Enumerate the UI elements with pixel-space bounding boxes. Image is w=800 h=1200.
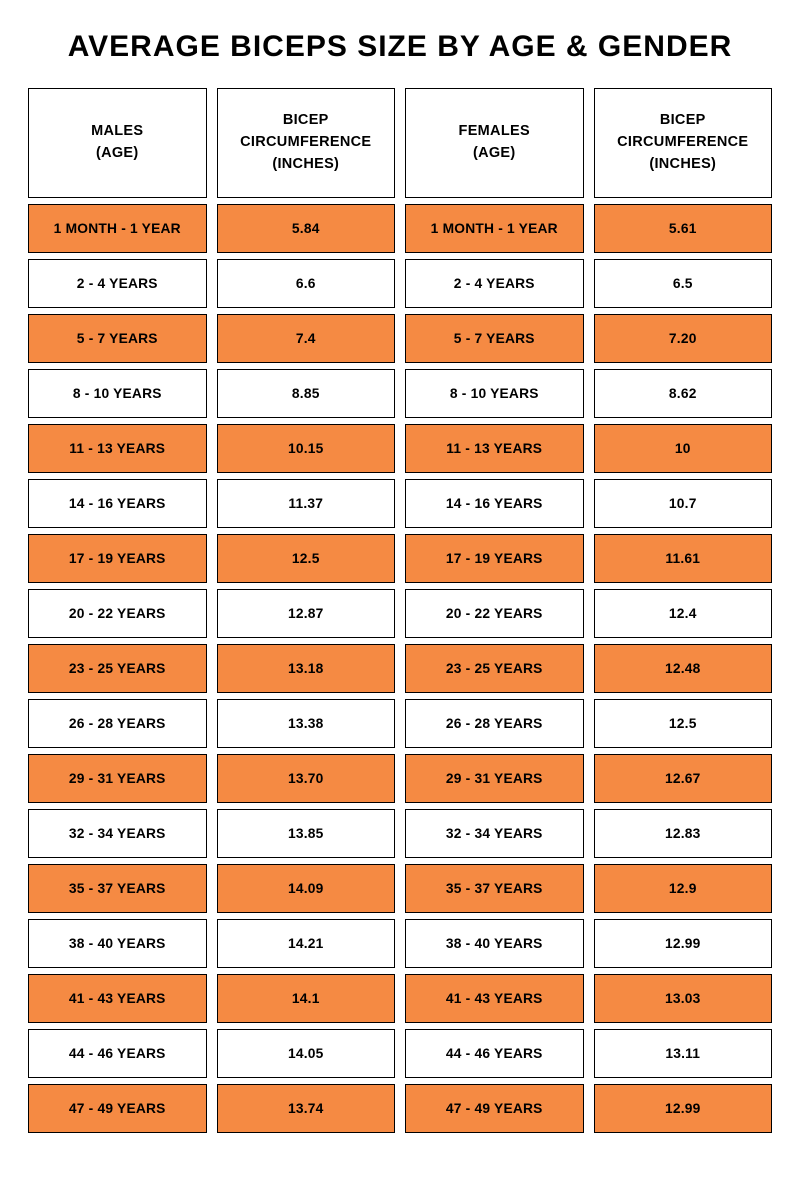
cell-male-age: 17 - 19 YEARS — [28, 534, 207, 583]
cell-female-value: 12.99 — [594, 1084, 773, 1133]
cell-female-age: 35 - 37 YEARS — [405, 864, 584, 913]
cell-male-value: 11.37 — [217, 479, 396, 528]
cell-male-age: 5 - 7 YEARS — [28, 314, 207, 363]
cell-female-value: 10.7 — [594, 479, 773, 528]
cell-female-age: 26 - 28 YEARS — [405, 699, 584, 748]
cell-female-age: 11 - 13 YEARS — [405, 424, 584, 473]
cell-female-age: 47 - 49 YEARS — [405, 1084, 584, 1133]
col-header-male-circumference: BICEP CIRCUMFERENCE (INCHES) — [217, 88, 396, 198]
cell-male-value: 13.85 — [217, 809, 396, 858]
cell-female-age: 17 - 19 YEARS — [405, 534, 584, 583]
cell-male-value: 10.15 — [217, 424, 396, 473]
cell-male-age: 11 - 13 YEARS — [28, 424, 207, 473]
cell-male-value: 13.38 — [217, 699, 396, 748]
col-header-line: BICEP — [660, 110, 706, 132]
cell-male-age: 35 - 37 YEARS — [28, 864, 207, 913]
cell-male-value: 6.6 — [217, 259, 396, 308]
cell-female-value: 6.5 — [594, 259, 773, 308]
cell-female-age: 2 - 4 YEARS — [405, 259, 584, 308]
bicep-size-table: MALES (AGE) BICEP CIRCUMFERENCE (INCHES)… — [28, 88, 772, 1133]
cell-female-value: 12.99 — [594, 919, 773, 968]
cell-male-age: 26 - 28 YEARS — [28, 699, 207, 748]
cell-female-age: 41 - 43 YEARS — [405, 974, 584, 1023]
cell-male-value: 8.85 — [217, 369, 396, 418]
col-header-line: (AGE) — [96, 143, 139, 165]
cell-female-value: 13.03 — [594, 974, 773, 1023]
cell-male-age: 23 - 25 YEARS — [28, 644, 207, 693]
cell-male-value: 12.5 — [217, 534, 396, 583]
cell-female-age: 44 - 46 YEARS — [405, 1029, 584, 1078]
col-header-line: CIRCUMFERENCE — [240, 132, 371, 154]
cell-male-value: 14.05 — [217, 1029, 396, 1078]
cell-female-value: 12.48 — [594, 644, 773, 693]
col-header-line: (AGE) — [473, 143, 516, 165]
cell-male-age: 32 - 34 YEARS — [28, 809, 207, 858]
cell-male-age: 14 - 16 YEARS — [28, 479, 207, 528]
cell-female-value: 12.4 — [594, 589, 773, 638]
cell-female-age: 38 - 40 YEARS — [405, 919, 584, 968]
col-header-line: (INCHES) — [649, 154, 716, 176]
cell-male-value: 7.4 — [217, 314, 396, 363]
col-header-line: CIRCUMFERENCE — [617, 132, 748, 154]
cell-male-age: 38 - 40 YEARS — [28, 919, 207, 968]
cell-male-age: 41 - 43 YEARS — [28, 974, 207, 1023]
cell-male-value: 5.84 — [217, 204, 396, 253]
cell-male-value: 13.74 — [217, 1084, 396, 1133]
col-header-line: FEMALES — [459, 121, 530, 143]
cell-male-age: 20 - 22 YEARS — [28, 589, 207, 638]
cell-female-age: 5 - 7 YEARS — [405, 314, 584, 363]
cell-male-value: 13.18 — [217, 644, 396, 693]
cell-female-value: 12.5 — [594, 699, 773, 748]
cell-female-value: 11.61 — [594, 534, 773, 583]
cell-female-age: 20 - 22 YEARS — [405, 589, 584, 638]
cell-female-age: 29 - 31 YEARS — [405, 754, 584, 803]
cell-male-value: 14.21 — [217, 919, 396, 968]
col-header-line: MALES — [91, 121, 143, 143]
cell-male-age: 1 MONTH - 1 YEAR — [28, 204, 207, 253]
cell-male-value: 14.09 — [217, 864, 396, 913]
cell-female-age: 14 - 16 YEARS — [405, 479, 584, 528]
cell-male-age: 2 - 4 YEARS — [28, 259, 207, 308]
cell-female-age: 32 - 34 YEARS — [405, 809, 584, 858]
cell-female-age: 1 MONTH - 1 YEAR — [405, 204, 584, 253]
cell-male-value: 13.70 — [217, 754, 396, 803]
cell-male-age: 44 - 46 YEARS — [28, 1029, 207, 1078]
col-header-line: (INCHES) — [272, 154, 339, 176]
col-header-females-age: FEMALES (AGE) — [405, 88, 584, 198]
cell-female-value: 12.67 — [594, 754, 773, 803]
cell-male-value: 12.87 — [217, 589, 396, 638]
cell-female-age: 23 - 25 YEARS — [405, 644, 584, 693]
cell-male-age: 29 - 31 YEARS — [28, 754, 207, 803]
col-header-female-circumference: BICEP CIRCUMFERENCE (INCHES) — [594, 88, 773, 198]
col-header-males-age: MALES (AGE) — [28, 88, 207, 198]
cell-male-value: 14.1 — [217, 974, 396, 1023]
cell-female-value: 5.61 — [594, 204, 773, 253]
cell-female-value: 12.9 — [594, 864, 773, 913]
col-header-line: BICEP — [283, 110, 329, 132]
cell-female-value: 7.20 — [594, 314, 773, 363]
cell-female-value: 12.83 — [594, 809, 773, 858]
cell-male-age: 8 - 10 YEARS — [28, 369, 207, 418]
cell-female-age: 8 - 10 YEARS — [405, 369, 584, 418]
cell-female-value: 8.62 — [594, 369, 773, 418]
cell-female-value: 10 — [594, 424, 773, 473]
cell-male-age: 47 - 49 YEARS — [28, 1084, 207, 1133]
cell-female-value: 13.11 — [594, 1029, 773, 1078]
page-title: AVERAGE BICEPS SIZE BY AGE & GENDER — [28, 30, 772, 64]
